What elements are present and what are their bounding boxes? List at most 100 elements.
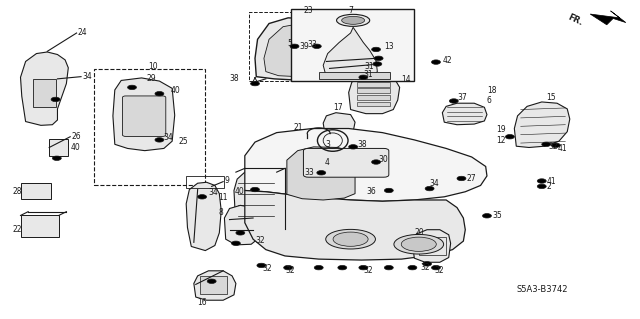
Polygon shape (186, 182, 221, 250)
Polygon shape (234, 168, 276, 234)
Text: 21: 21 (293, 123, 303, 132)
Text: 23: 23 (304, 6, 314, 15)
Polygon shape (245, 190, 465, 260)
Circle shape (551, 143, 560, 147)
Text: 8: 8 (218, 208, 223, 217)
Bar (314, 154, 378, 172)
Text: S5A3-B3742: S5A3-B3742 (516, 285, 568, 294)
Text: 18: 18 (487, 86, 497, 95)
Polygon shape (113, 78, 175, 151)
Circle shape (457, 176, 466, 181)
FancyBboxPatch shape (303, 148, 389, 177)
Text: 36: 36 (366, 187, 376, 196)
Ellipse shape (342, 16, 365, 24)
Circle shape (312, 44, 321, 48)
Text: 14: 14 (401, 75, 411, 84)
Circle shape (207, 279, 216, 284)
Circle shape (349, 145, 358, 149)
Text: 41: 41 (557, 144, 567, 153)
Circle shape (338, 265, 347, 270)
Polygon shape (515, 102, 570, 147)
Text: 40: 40 (235, 187, 245, 196)
Circle shape (538, 184, 546, 189)
Text: 34: 34 (83, 72, 92, 81)
Bar (357, 102, 390, 106)
Text: 29: 29 (147, 74, 156, 83)
Text: 7: 7 (348, 6, 353, 15)
Circle shape (155, 92, 164, 96)
Circle shape (541, 142, 550, 146)
Text: 32: 32 (262, 264, 272, 273)
Bar (419, 237, 445, 255)
Ellipse shape (333, 232, 368, 246)
Circle shape (372, 47, 381, 52)
Circle shape (51, 97, 60, 102)
Circle shape (385, 188, 394, 193)
Bar (94, 69, 205, 185)
Text: 25: 25 (179, 137, 188, 146)
Text: 35: 35 (492, 211, 502, 220)
FancyBboxPatch shape (122, 96, 166, 137)
Bar (20, 182, 51, 199)
Circle shape (372, 160, 381, 164)
Bar (357, 95, 390, 100)
Text: 39: 39 (300, 42, 309, 51)
Text: 3: 3 (325, 140, 330, 149)
Circle shape (314, 265, 323, 270)
Text: 34: 34 (164, 133, 173, 142)
Circle shape (290, 44, 299, 48)
Text: 32: 32 (255, 236, 264, 245)
Circle shape (373, 62, 382, 66)
Circle shape (127, 85, 136, 90)
Text: 24: 24 (78, 28, 88, 37)
Circle shape (52, 156, 61, 160)
Text: 32: 32 (285, 266, 294, 275)
Text: 38: 38 (230, 74, 239, 83)
Circle shape (431, 265, 440, 270)
Text: 32: 32 (420, 263, 430, 272)
Bar (200, 276, 227, 294)
Polygon shape (349, 77, 399, 114)
Text: 33: 33 (307, 40, 317, 48)
Circle shape (257, 263, 266, 268)
Polygon shape (225, 205, 257, 245)
Circle shape (236, 231, 245, 235)
Circle shape (506, 135, 515, 139)
Circle shape (483, 214, 492, 218)
Circle shape (449, 99, 458, 103)
Text: 32: 32 (548, 142, 557, 151)
Ellipse shape (401, 237, 436, 251)
Text: 6: 6 (487, 97, 492, 106)
Text: FR.: FR. (566, 13, 584, 28)
Text: 19: 19 (497, 125, 506, 134)
Text: 13: 13 (384, 42, 394, 51)
Polygon shape (245, 129, 487, 201)
Ellipse shape (326, 229, 376, 249)
Polygon shape (323, 27, 378, 79)
Circle shape (422, 262, 431, 266)
Text: 28: 28 (13, 187, 22, 196)
Text: 34: 34 (429, 179, 439, 188)
Polygon shape (264, 23, 348, 77)
Text: 20: 20 (414, 228, 424, 237)
Circle shape (431, 60, 440, 64)
Circle shape (538, 179, 546, 183)
Bar (248, 12, 369, 81)
Circle shape (232, 241, 241, 246)
Bar (319, 72, 390, 79)
Bar (357, 88, 390, 93)
Circle shape (359, 265, 368, 270)
Bar (291, 9, 413, 81)
Text: 15: 15 (546, 93, 556, 102)
Bar (357, 82, 390, 87)
Ellipse shape (394, 234, 444, 254)
Text: 41: 41 (546, 176, 556, 186)
Bar (33, 79, 56, 107)
Text: 40: 40 (70, 143, 80, 152)
Text: 27: 27 (467, 174, 476, 183)
Circle shape (250, 187, 259, 192)
Text: 11: 11 (218, 193, 228, 202)
Text: 2: 2 (546, 182, 551, 191)
Polygon shape (590, 11, 626, 25)
Text: 31: 31 (365, 62, 374, 71)
